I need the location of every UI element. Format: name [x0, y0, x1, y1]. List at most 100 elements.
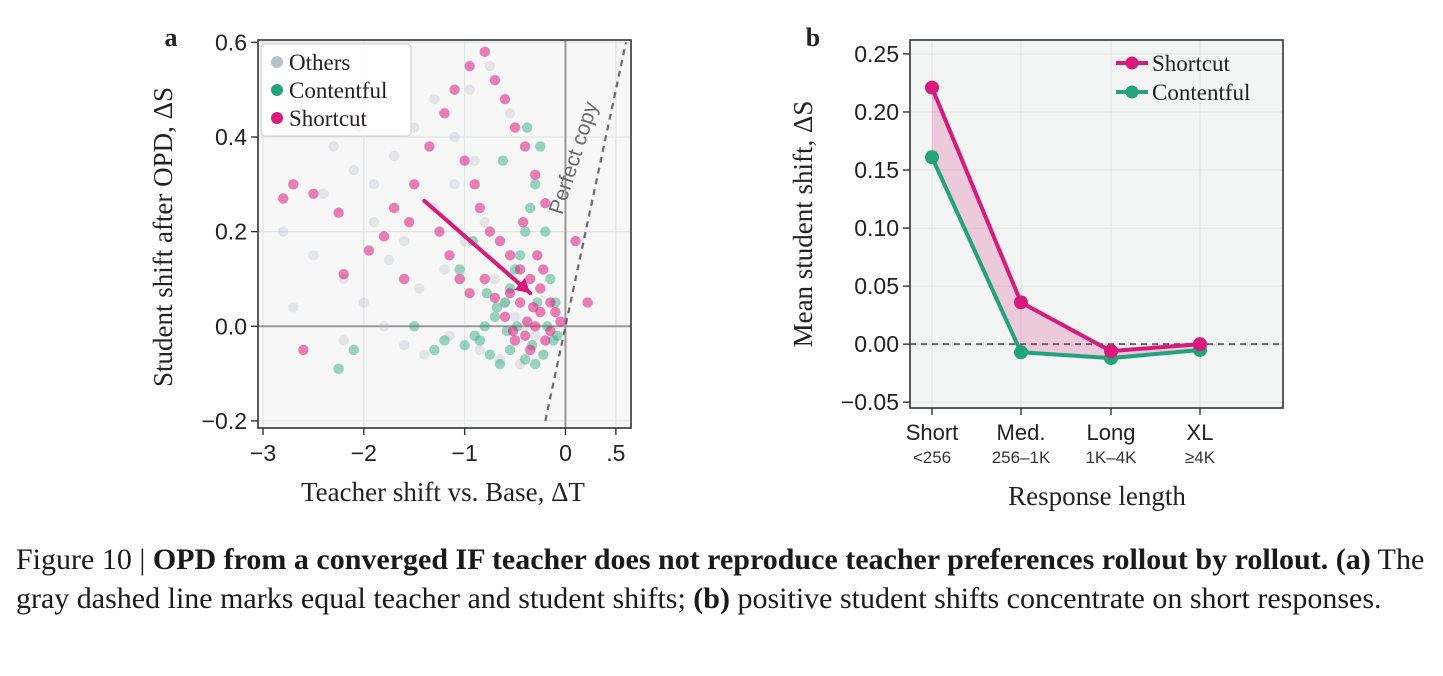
panel-a-frame: [257, 39, 632, 429]
caption-number: Figure 10 |: [16, 543, 153, 576]
point-shortcut: [454, 273, 465, 285]
point-others: [308, 250, 319, 261]
point-contentful: [491, 302, 503, 313]
point-contentful: [519, 354, 531, 365]
point-shortcut: [499, 93, 511, 105]
panel-b-xlabel: Response length: [1008, 481, 1186, 511]
panel-b-xtick-label: XL: [1187, 420, 1214, 445]
panel-a-ylabel: Student shift after OPD, ΔS: [148, 87, 178, 387]
point-shortcut: [514, 297, 526, 308]
point-shortcut: [535, 283, 546, 294]
point-shortcut: [278, 193, 289, 204]
point-shortcut: [378, 231, 390, 242]
point-contentful: [540, 226, 551, 237]
point-contentful: [439, 335, 450, 346]
point-others: [509, 311, 521, 323]
panel-a-xtick-label: −3: [250, 440, 276, 466]
point-shortcut: [519, 330, 531, 341]
panel-a-xtick-label: .5: [606, 440, 625, 466]
point-shortcut: [545, 325, 556, 337]
point-contentful: [530, 179, 541, 190]
panel-a-xtick-label: 0: [559, 440, 572, 466]
point-others: [449, 131, 460, 143]
panel-b-xtick-label: Long: [1087, 420, 1136, 445]
panel-b-ytick-label: 0.10: [854, 215, 899, 241]
point-contentful: [499, 297, 511, 308]
point-others: [398, 235, 410, 247]
point-contentful: [333, 363, 344, 375]
point-contentful: [348, 344, 359, 356]
point-others: [328, 141, 339, 152]
point-others: [409, 122, 420, 133]
point-others: [429, 93, 440, 105]
panel-b-line-chart: b −0.05 0.00 0.05 0.10 0.15 0.20 0.25 Short <256…: [788, 23, 1284, 511]
panel-b-legend: Shortcut Contentful: [1116, 51, 1250, 105]
point-contentful: [409, 321, 420, 332]
legend-label-shortcut-b: Shortcut: [1152, 51, 1231, 76]
point-contentful: [1014, 345, 1028, 360]
series-shortcut: [925, 80, 1207, 359]
point-others: [449, 179, 460, 190]
panel-a-label: a: [165, 23, 178, 52]
point-others: [368, 179, 380, 190]
panel-a-ytick-label: 0.6: [215, 29, 247, 55]
point-shortcut: [494, 235, 506, 247]
point-others: [414, 283, 425, 294]
panel-a-ytick-label: −0.2: [202, 408, 247, 434]
point-shortcut: [333, 207, 344, 218]
point-others: [479, 216, 491, 228]
point-shortcut: [338, 269, 349, 280]
trend-arrow-head: [514, 277, 531, 294]
point-contentful: [519, 226, 531, 237]
perfect-copy-line: [544, 42, 628, 422]
point-shortcut: [479, 46, 491, 58]
point-contentful: [925, 150, 939, 165]
point-others: [288, 302, 299, 313]
point-others: [484, 60, 496, 72]
point-contentful: [489, 311, 501, 323]
point-shortcut: [545, 297, 556, 308]
panel-a-xlabel: Teacher shift vs. Base, ΔT: [301, 477, 585, 507]
legend-box: [260, 43, 412, 137]
caption-part-b-label: (b): [693, 581, 730, 615]
point-others: [378, 321, 390, 332]
point-contentful: [538, 349, 549, 360]
point-contentful: [548, 335, 559, 346]
panel-b-frame: [909, 39, 1284, 409]
point-others: [464, 84, 475, 95]
point-others: [499, 297, 511, 308]
point-shortcut: [434, 226, 445, 237]
series-contentful: [925, 150, 1207, 366]
figure: a −3 −2 −1 0 .5 −0.2 0.0 0.2 0.4 0.6 Teacher shif…: [148, 23, 1284, 511]
point-contentful: [535, 141, 546, 152]
point-shortcut: [1104, 344, 1118, 359]
point-shortcut: [1014, 295, 1028, 310]
point-shortcut: [1193, 337, 1207, 352]
point-contentful: [514, 250, 526, 261]
point-shortcut: [469, 179, 480, 190]
panel-a-ytick-label: 0.0: [215, 313, 247, 339]
point-others: [439, 264, 450, 275]
point-shortcut: [550, 306, 561, 318]
panel-b-xtick-label: Short: [906, 420, 959, 445]
point-others: [278, 226, 289, 237]
point-contentful: [504, 344, 516, 356]
point-shortcut: [517, 216, 529, 228]
panel-b-plot-area: [910, 40, 1283, 408]
point-contentful: [479, 321, 491, 332]
point-shortcut: [388, 202, 400, 214]
legend-marker-contentful: [271, 84, 283, 96]
point-contentful: [521, 122, 533, 133]
panel-a-overlay: [422, 42, 628, 422]
panel-b-xtick-label: Med.: [997, 420, 1046, 445]
point-contentful: [481, 287, 493, 299]
panel-b-gap-fill: [932, 87, 1200, 359]
point-shortcut: [528, 302, 539, 313]
legend-label-shortcut: Shortcut: [289, 106, 368, 131]
point-shortcut: [582, 297, 593, 308]
caption-title: OPD from a converged IF teacher does not…: [152, 543, 1329, 576]
point-shortcut: [409, 179, 420, 190]
point-contentful: [545, 273, 556, 285]
panel-b-ticks: −0.05 0.00 0.05 0.10 0.15 0.20 0.25 Short <256 Me…: [841, 41, 1216, 467]
panel-b-ytick-label: −0.05: [841, 389, 899, 415]
